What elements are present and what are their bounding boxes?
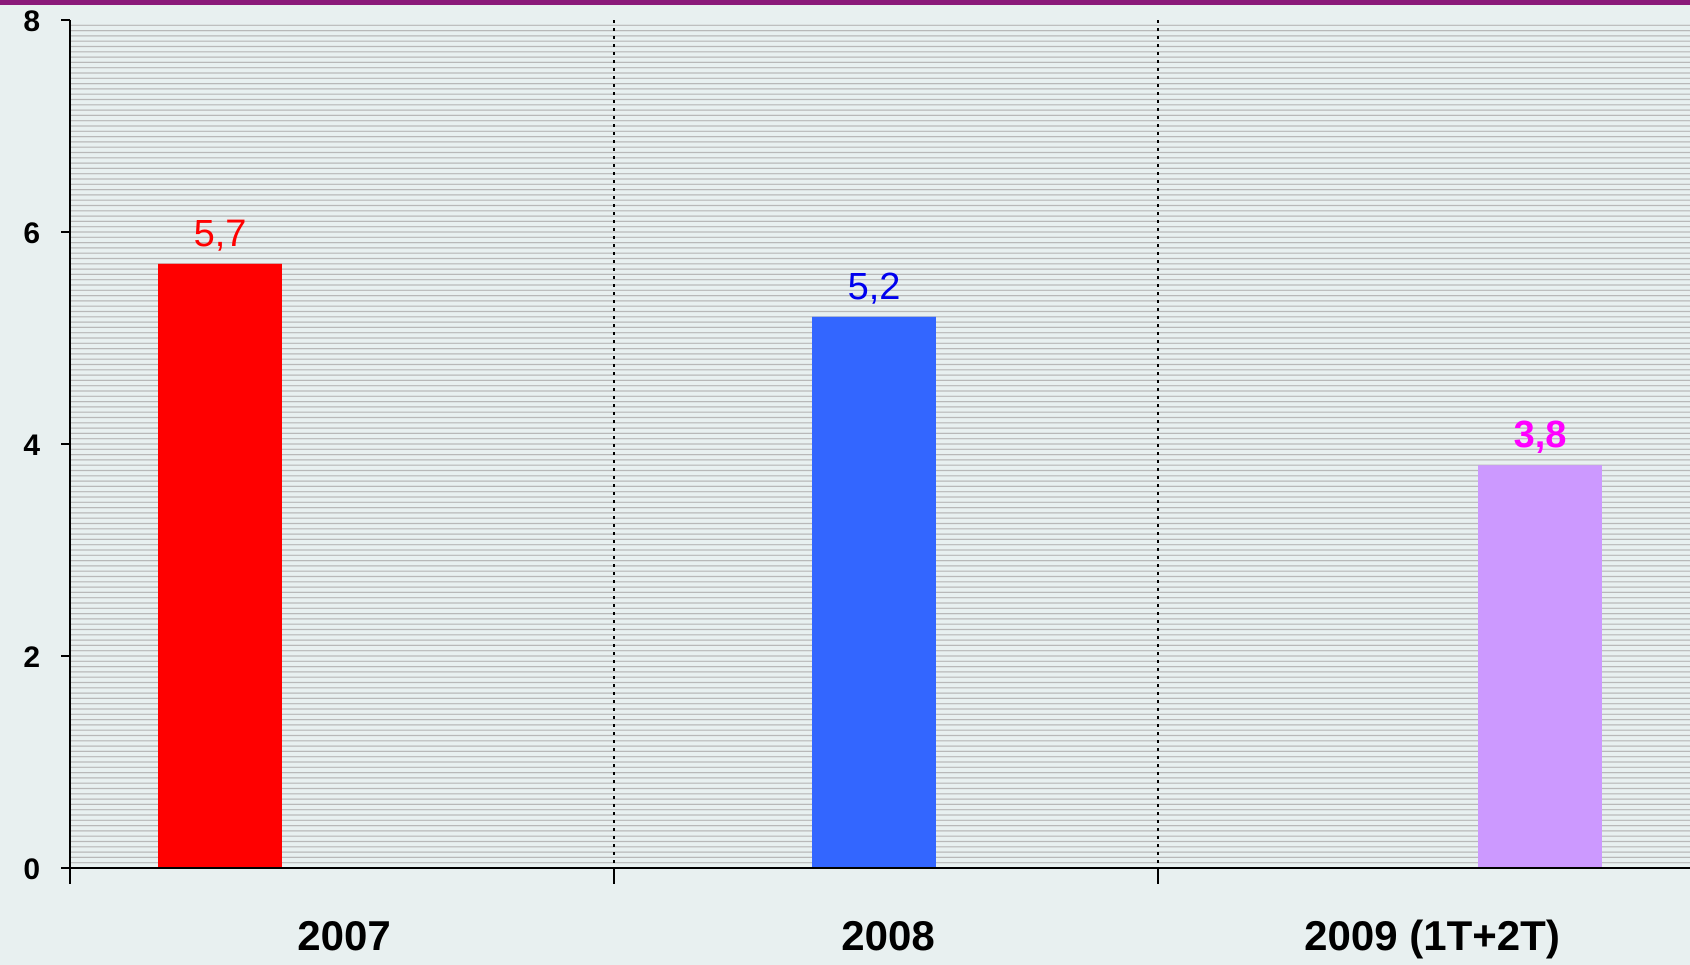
data-label: 5,7 xyxy=(194,213,247,255)
bars xyxy=(158,263,1602,868)
axes: 0 2 4 6 8 2007 2008 2009 (1T+2T) xyxy=(23,5,1690,959)
bar-2007 xyxy=(158,263,282,868)
y-tick-label: 6 xyxy=(23,217,40,250)
y-tick-label: 8 xyxy=(23,5,40,38)
y-tick-label: 4 xyxy=(23,429,40,462)
bar-2008 xyxy=(812,316,936,868)
top-border xyxy=(0,0,1690,5)
category-separators xyxy=(613,20,1159,868)
data-label: 3,8 xyxy=(1514,414,1567,456)
y-tick-label: 0 xyxy=(23,853,40,886)
data-labels: 5,7 5,2 3,8 xyxy=(194,213,1567,456)
x-tick-label: 2007 xyxy=(297,912,390,959)
x-tick-label: 2008 xyxy=(841,912,934,959)
data-label: 5,2 xyxy=(848,266,901,308)
bar-2009 xyxy=(1478,465,1602,868)
y-tick-label: 2 xyxy=(23,641,40,674)
x-tick-label: 2009 (1T+2T) xyxy=(1304,912,1560,959)
